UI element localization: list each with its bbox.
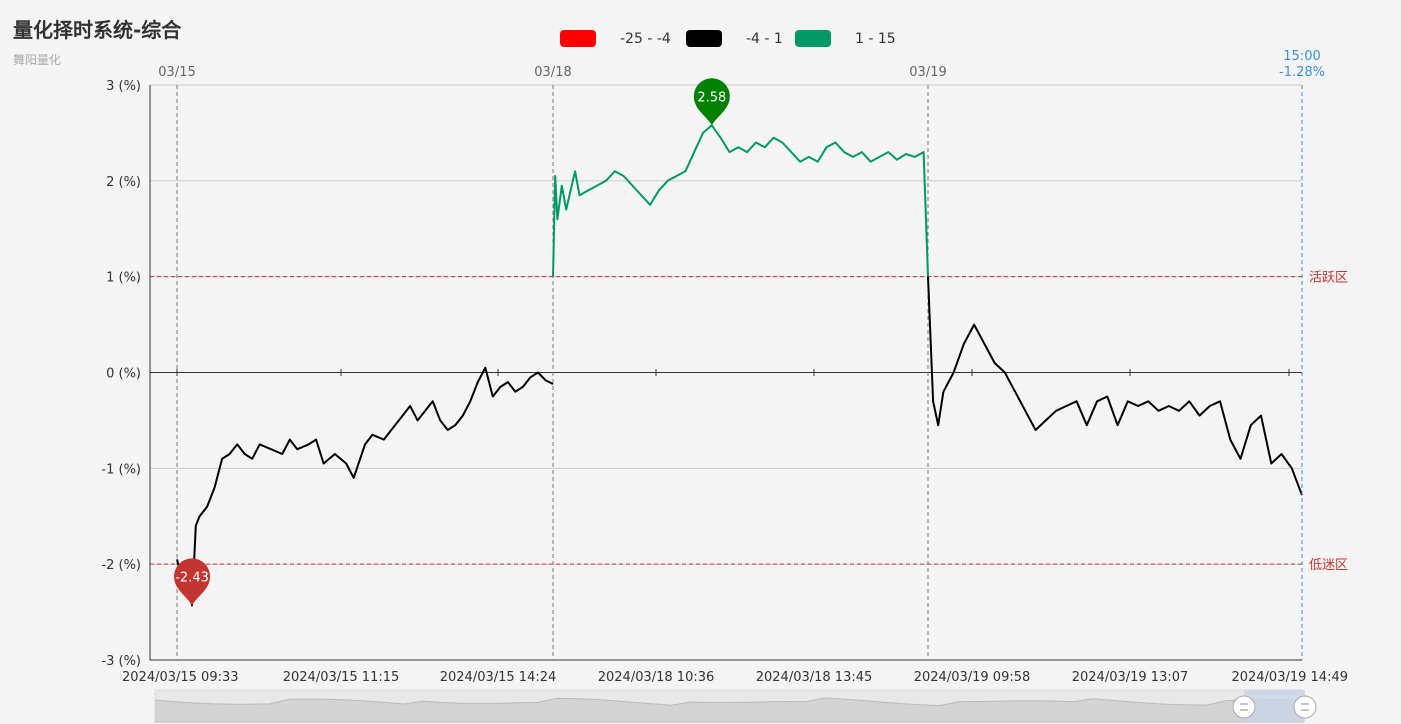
y-tick-label: -3 (%) [101,654,141,669]
zoom-handle-left[interactable] [1232,695,1256,719]
legend-swatch[interactable] [560,30,596,47]
chart-subtitle: 舞阳量化 [13,53,62,67]
chart-title: 量化择时系统-综合 [13,18,182,42]
y-tick-label: 0 (%) [106,367,141,382]
x-tick-label: 2024/03/15 14:24 [440,670,557,685]
day-marker-label: 03/15 [158,65,195,80]
min-pin-shape [174,558,211,606]
cursor-value: -1.28% [1279,65,1325,80]
legend-label[interactable]: -25 - -4 [620,31,671,47]
legend-swatch[interactable] [686,30,722,47]
series-line-03/15 [176,366,554,607]
y-tick-label: 2 (%) [106,175,141,190]
legend-label[interactable]: -4 - 1 [746,31,783,47]
cursor-time: 15:00 [1283,49,1320,64]
x-tick-label: 2024/03/19 09:58 [914,670,1031,685]
y-tick-label: -2 (%) [101,558,141,573]
max-pin-label: 2.58 [697,90,726,105]
x-tick-label: 2024/03/15 09:33 [122,670,239,685]
min-pin: -2.43 [174,558,211,606]
x-tick-label: 2024/03/18 10:36 [598,670,715,685]
series-line-03/19 [927,276,1303,496]
day-marker-label: 03/18 [534,65,571,80]
min-pin-label: -2.43 [175,570,209,585]
x-tick-label: 2024/03/15 11:15 [283,670,400,685]
x-tick-label: 2024/03/19 14:49 [1231,670,1348,685]
zone-label: 低迷区 [1309,558,1348,573]
y-tick-label: 1 (%) [106,271,141,286]
zone-label: 活跃区 [1309,271,1348,286]
day-marker-label: 03/19 [909,65,946,80]
max-pin-shape [693,78,730,126]
max-pin: 2.58 [693,78,730,126]
zoom-handle-right[interactable] [1293,695,1317,719]
y-tick-label: -1 (%) [101,462,141,477]
y-tick-label: 3 (%) [106,79,141,94]
legend-swatch[interactable] [795,30,831,47]
zoom-slider-preview [154,697,1304,723]
x-tick-label: 2024/03/19 13:07 [1072,670,1189,685]
x-tick-label: 2024/03/18 13:45 [756,670,873,685]
series-line-03/18 [552,124,929,277]
legend-label[interactable]: 1 - 15 [855,31,896,47]
